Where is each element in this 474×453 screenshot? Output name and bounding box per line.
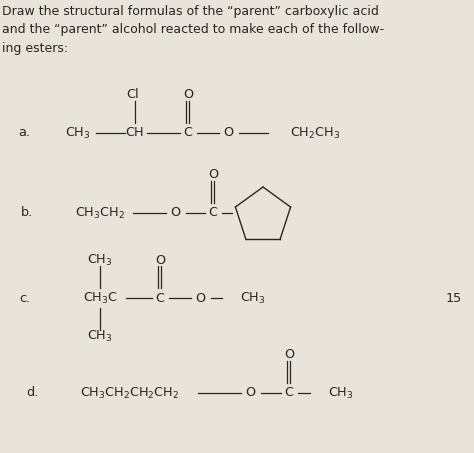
Text: C: C bbox=[155, 291, 164, 304]
Text: CH$_3$: CH$_3$ bbox=[87, 328, 113, 343]
Text: C: C bbox=[209, 207, 218, 220]
Text: CH: CH bbox=[126, 126, 144, 140]
Text: C: C bbox=[183, 126, 192, 140]
Text: O: O bbox=[223, 126, 233, 140]
Text: O: O bbox=[195, 291, 205, 304]
Text: CH$_3$: CH$_3$ bbox=[240, 290, 265, 306]
Text: CH$_3$CH$_2$CH$_2$CH$_2$: CH$_3$CH$_2$CH$_2$CH$_2$ bbox=[81, 386, 180, 400]
Text: O: O bbox=[208, 169, 218, 182]
Text: 15: 15 bbox=[446, 291, 462, 304]
Text: C: C bbox=[284, 386, 293, 400]
Text: O: O bbox=[284, 348, 294, 361]
Text: CH$_3$: CH$_3$ bbox=[87, 252, 113, 268]
Text: Cl: Cl bbox=[127, 88, 139, 101]
Text: O: O bbox=[170, 207, 180, 220]
Text: CH$_3$C: CH$_3$C bbox=[82, 290, 118, 306]
Text: d.: d. bbox=[26, 386, 38, 400]
Text: c.: c. bbox=[19, 291, 30, 304]
Text: CH$_2$CH$_3$: CH$_2$CH$_3$ bbox=[290, 125, 340, 140]
Text: O: O bbox=[245, 386, 255, 400]
Text: b.: b. bbox=[21, 207, 33, 220]
Text: Draw the structural formulas of the “parent” carboxylic acid
and the “parent” al: Draw the structural formulas of the “par… bbox=[2, 5, 384, 55]
Text: O: O bbox=[183, 88, 193, 101]
Text: CH$_3$CH$_2$: CH$_3$CH$_2$ bbox=[75, 206, 125, 221]
Text: CH$_3$: CH$_3$ bbox=[65, 125, 91, 140]
Text: CH$_3$: CH$_3$ bbox=[328, 386, 354, 400]
Text: a.: a. bbox=[18, 126, 30, 140]
Text: O: O bbox=[155, 254, 165, 266]
